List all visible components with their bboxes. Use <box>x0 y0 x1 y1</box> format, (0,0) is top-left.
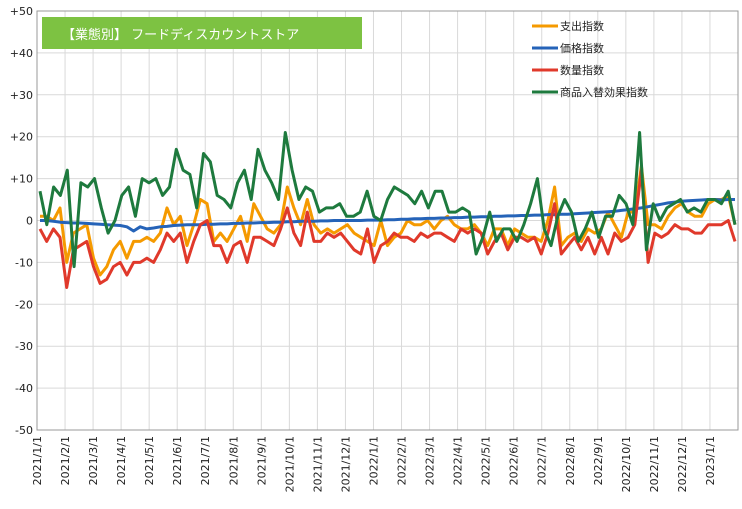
x-tick-label: 2022/5/1 <box>480 436 493 485</box>
x-tick-label: 2022/7/1 <box>536 436 549 485</box>
series-line-2 <box>38 168 737 289</box>
x-tick-label: 2021/11/1 <box>311 436 324 492</box>
x-tick-label: 2022/1/1 <box>367 436 380 485</box>
x-tick-label: 2021/5/1 <box>143 436 156 485</box>
series-line-1 <box>40 198 735 233</box>
y-tick-label: +30 <box>10 89 33 102</box>
series-line-3 <box>38 131 737 269</box>
y-tick-label: -40 <box>15 382 33 395</box>
legend-label-0: 支出指数 <box>560 19 604 33</box>
x-tick-label: 2021/1/1 <box>31 436 44 485</box>
title-text: 【業態別】 フードディスカウントストア <box>62 27 299 43</box>
x-tick-label: 2022/11/1 <box>648 436 661 492</box>
series-lines <box>38 131 737 289</box>
x-tick-label: 2021/4/1 <box>115 436 128 485</box>
x-axis-ticks: 2021/1/1 2021/2/1 2021/3/1 2021/4/1 2021/5/1… <box>31 436 717 492</box>
x-tick-label: 2021/8/1 <box>227 436 240 485</box>
x-tick-label: 2021/2/1 <box>59 436 72 485</box>
chart-title: 【業態別】 フードディスカウントストア <box>42 17 362 49</box>
x-tick-label: 2022/9/1 <box>592 436 605 485</box>
y-tick-label: +20 <box>10 131 33 144</box>
y-tick-label: +50 <box>10 5 33 18</box>
legend-label-2: 数量指数 <box>560 63 604 77</box>
y-tick-label: -50 <box>15 424 33 437</box>
x-tick-label: 2022/10/1 <box>620 436 633 492</box>
x-tick-label: 2021/9/1 <box>255 436 268 485</box>
series-line-0 <box>40 164 737 277</box>
y-tick-label: +40 <box>10 47 33 60</box>
x-tick-label: 2022/12/1 <box>676 436 689 492</box>
x-tick-label: 2022/2/1 <box>396 436 409 485</box>
x-tick-label: 2022/8/1 <box>564 436 577 485</box>
x-tick-label: 2021/10/1 <box>283 436 296 492</box>
plot-border <box>36 10 739 431</box>
x-tick-label: 2023/1/1 <box>704 436 717 485</box>
y-axis-ticks: +50 +40 +30 +20 +10 0 -10 -20 -30 -40 -50 <box>10 5 33 437</box>
y-tick-label: -30 <box>15 340 33 353</box>
x-tick-label: 2021/7/1 <box>199 436 212 485</box>
y-tick-label: 0 <box>26 215 33 228</box>
legend-label-3: 商品入替効果指数 <box>560 85 648 99</box>
legend-label-1: 価格指数 <box>560 41 604 55</box>
x-tick-label: 2021/12/1 <box>339 436 352 492</box>
y-tick-label: -20 <box>15 298 33 311</box>
x-tick-label: 2022/6/1 <box>508 436 521 485</box>
x-tick-label: 2021/6/1 <box>171 436 184 485</box>
title-background <box>42 17 362 49</box>
y-tick-label: +10 <box>10 173 33 186</box>
y-tick-label: -10 <box>15 256 33 269</box>
x-tick-label: 2021/3/1 <box>87 436 100 485</box>
x-tick-label: 2022/3/1 <box>424 436 437 485</box>
x-tick-label: 2022/4/1 <box>452 436 465 485</box>
